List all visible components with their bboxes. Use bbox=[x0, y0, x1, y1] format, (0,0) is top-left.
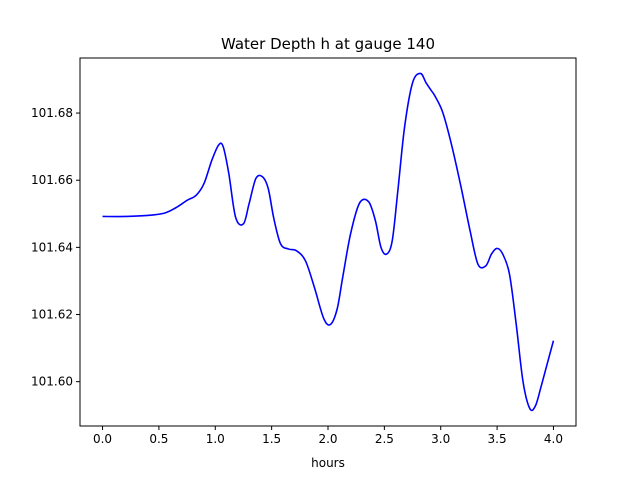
x-tick-label: 2.0 bbox=[318, 432, 337, 446]
x-tick-label: 1.5 bbox=[262, 432, 281, 446]
x-tick-label: 1.0 bbox=[206, 432, 225, 446]
axes: 0.0 0.5 1.0 1.5 2.0 2.5 3.0 3.5 4.0 101.60 101.62 1… bbox=[31, 57, 577, 446]
y-tick-label: 101.60 bbox=[31, 375, 73, 389]
y-tick-label: 101.66 bbox=[31, 173, 73, 187]
x-tick-label: 2.5 bbox=[375, 432, 394, 446]
chart-title: Water Depth h at gauge 140 bbox=[221, 35, 435, 53]
plot-area bbox=[102, 72, 555, 412]
y-tick-label: 101.68 bbox=[31, 106, 73, 120]
plot-frame bbox=[79, 57, 577, 427]
series-line-0 bbox=[102, 72, 555, 412]
x-axis-label: hours bbox=[311, 456, 345, 470]
x-tick-label: 4.0 bbox=[544, 432, 563, 446]
x-tick-label: 0.5 bbox=[149, 432, 168, 446]
y-tick-label: 101.64 bbox=[31, 240, 73, 254]
x-tick-label: 0.0 bbox=[93, 432, 112, 446]
x-tick-label: 3.5 bbox=[488, 432, 507, 446]
y-tick-label: 101.62 bbox=[31, 308, 73, 322]
x-tick-label: 3.0 bbox=[431, 432, 450, 446]
